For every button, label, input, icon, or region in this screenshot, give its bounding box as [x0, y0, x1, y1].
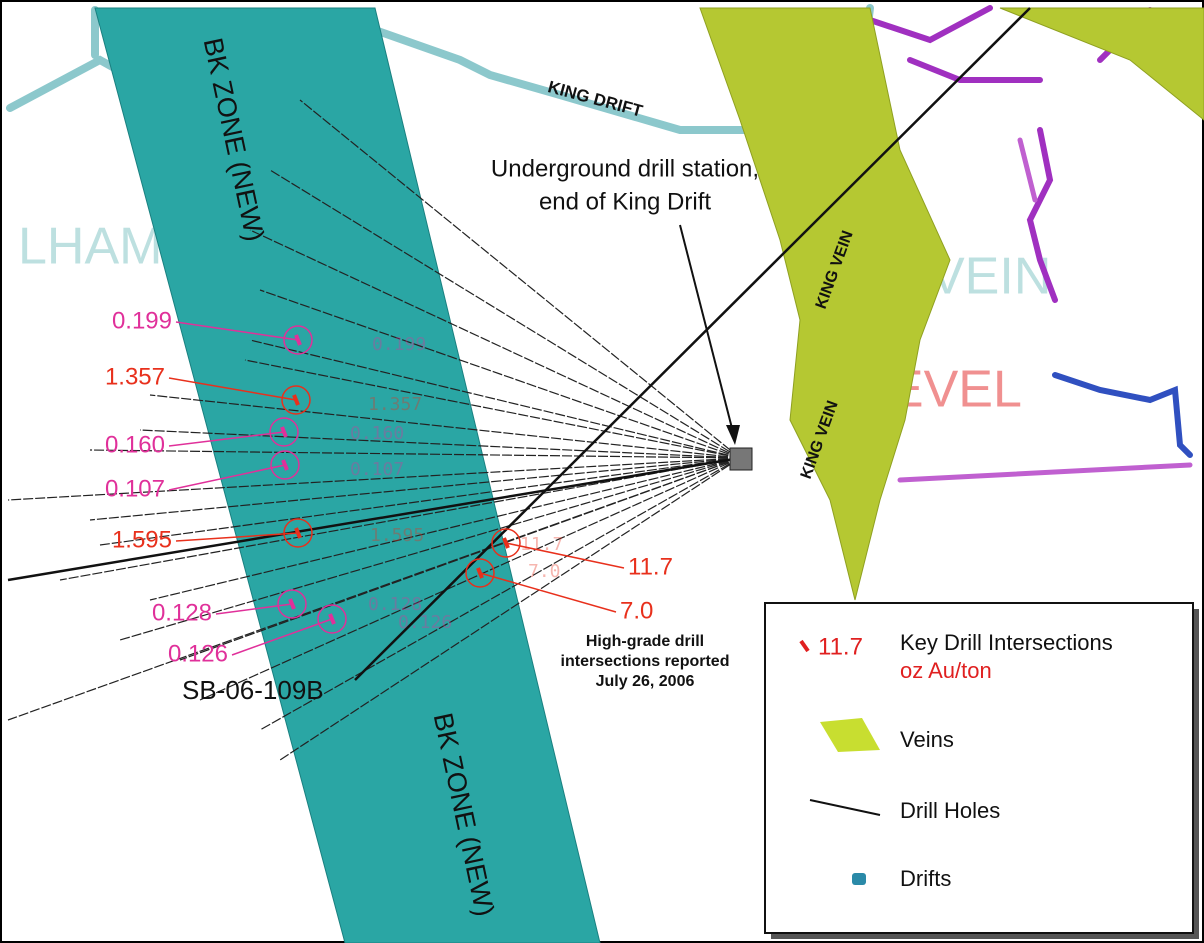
drift-purple: [867, 5, 1153, 303]
grade-label: 0.199: [112, 307, 172, 334]
grade-label: 11.7: [628, 553, 673, 580]
bk-zone: [94, 7, 601, 943]
leader: [168, 431, 285, 447]
drill-hole: [279, 457, 741, 761]
vein: [999, 7, 1204, 121]
intersection-circle: [277, 589, 307, 619]
faint-grade: 1.595: [370, 525, 424, 546]
grade-label: 0.126: [168, 640, 228, 667]
callout-text: end of King Drift: [539, 188, 711, 215]
grade-label: 0.107: [105, 475, 165, 502]
drift-pink: [897, 137, 1193, 483]
faint-grade: 0.126: [398, 612, 452, 633]
intersection-circle: [283, 518, 313, 548]
drill-hole: [249, 229, 741, 459]
grade-label: 7.0: [620, 597, 653, 624]
legend-label: Drifts: [900, 866, 951, 891]
drill-hole: [199, 457, 741, 701]
legend-symbol: [820, 718, 880, 752]
drill-hole: [259, 289, 741, 459]
grade-label: 1.357: [105, 363, 165, 390]
faint-grade: 0.128: [368, 594, 422, 615]
drill-hole: [249, 339, 741, 459]
faint-grade: 0.107: [350, 459, 404, 480]
legend-symbol: [852, 873, 866, 885]
drill-hole: [259, 457, 741, 731]
leader: [215, 603, 293, 615]
drill-hole: [89, 449, 741, 459]
callout-arrow: [679, 224, 736, 441]
grade-label: 0.160: [105, 431, 165, 458]
leader: [505, 542, 625, 569]
legend-label: Key Drill Intersections: [900, 630, 1113, 655]
drill-hole: [269, 169, 741, 459]
drill-hole: [244, 359, 741, 459]
drill-hole: [149, 457, 741, 601]
intersection-circle: [283, 325, 313, 355]
drift-blue: [1052, 372, 1193, 458]
leader: [168, 377, 297, 401]
legend-symbol: [799, 639, 810, 653]
hole-label: SB-06-109B: [182, 675, 324, 705]
intersection-circle: [317, 604, 347, 634]
legend: [764, 602, 1194, 934]
faint-grade: 0.199: [372, 334, 426, 355]
drill-hole: [59, 457, 741, 581]
intersection-circle: [269, 417, 299, 447]
drill-station: [729, 447, 753, 471]
veins: [699, 7, 1204, 601]
callout-text: High-grade drill: [586, 633, 704, 650]
intersection-circle: [465, 558, 495, 588]
grade-label: 0.128: [152, 599, 212, 626]
leader: [175, 321, 299, 341]
callout-text: intersections reported: [561, 653, 730, 670]
grade-label: 1.595: [112, 526, 172, 553]
drill-hole: [179, 457, 741, 661]
drill-holes: [7, 99, 741, 761]
faint-grade: 0.160: [350, 423, 404, 444]
intersection-circle: [491, 528, 521, 558]
drill-hole: [139, 429, 741, 459]
drill-hole: [299, 99, 741, 459]
drill-hole: [7, 456, 741, 582]
leader: [479, 572, 617, 613]
callout-text: Underground drill station,: [491, 155, 759, 182]
intersection-circle: [270, 450, 300, 480]
intersection-circle: [281, 385, 311, 415]
intersections: 0.199 0.199 1.357 1.357 0.160 0.160 0.107 0.107…: [105, 307, 673, 667]
legend-sample: 11.7: [818, 633, 863, 660]
legend-label: oz Au/ton: [900, 658, 992, 683]
faint-grade: 7.0: [528, 561, 561, 582]
faint-grade: 11.7: [520, 534, 563, 555]
leader: [175, 532, 299, 542]
leader: [231, 618, 333, 656]
leader: [168, 464, 286, 491]
drill-hole: [149, 394, 741, 459]
drill-hole: [7, 457, 741, 501]
faint-grade: 1.357: [368, 394, 422, 415]
callout-text: July 26, 2006: [596, 673, 695, 690]
drill-hole: [89, 457, 741, 521]
legend-label: Veins: [900, 727, 954, 752]
legend-symbol: [809, 799, 881, 816]
bg-label: VEIN: [930, 248, 1051, 306]
legend-label: Drill Holes: [900, 798, 1000, 823]
arrow-head: [726, 425, 740, 445]
